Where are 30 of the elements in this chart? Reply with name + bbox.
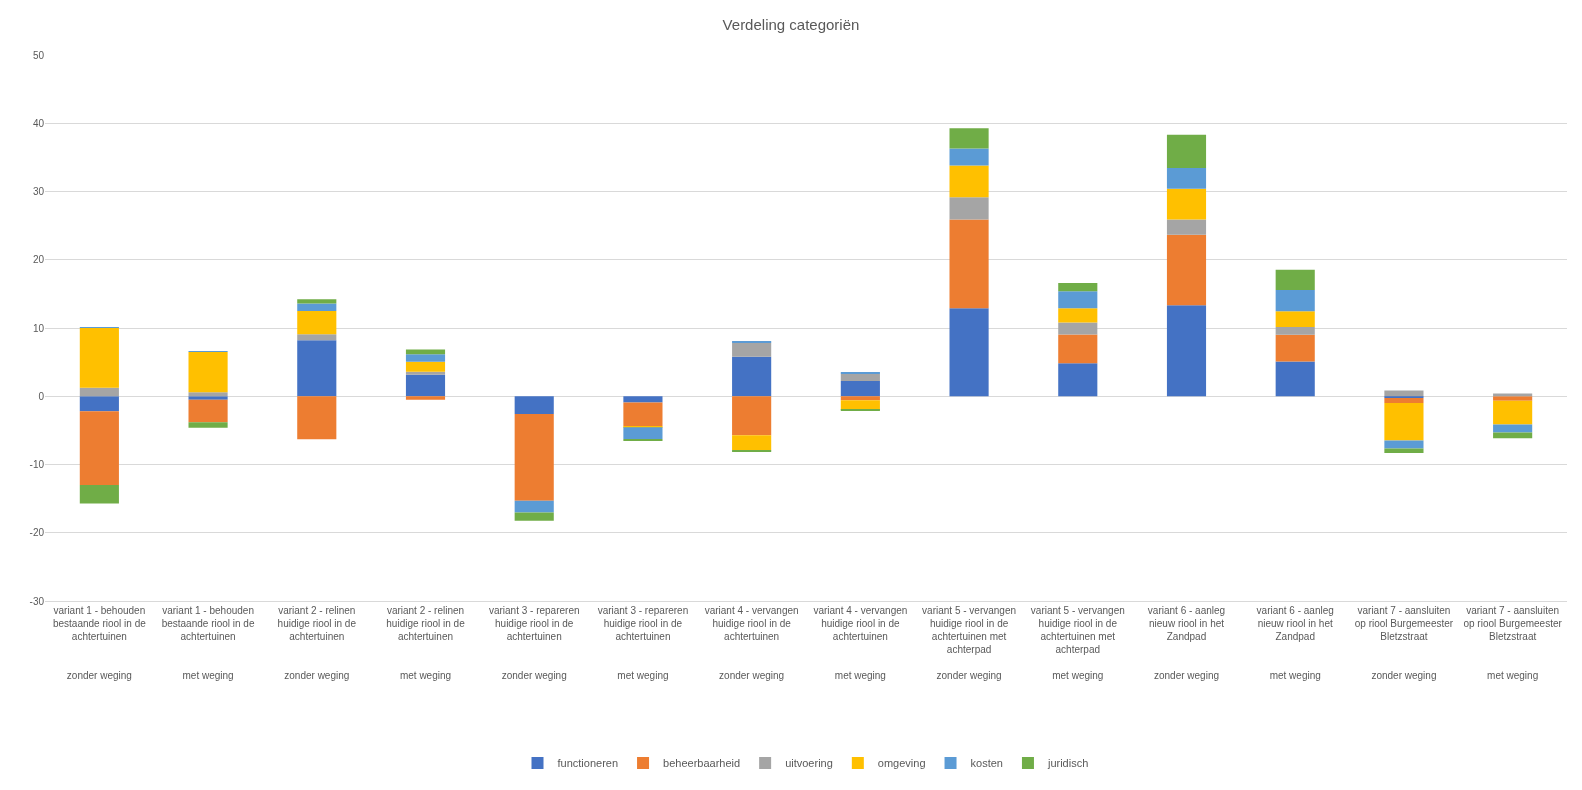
y-tick-label: 0	[38, 390, 45, 402]
category-label: variant 4 - vervangen huidige riool in de achtertuinen met weging	[813, 605, 908, 681]
category-label: variant 5 - vervangen huidige riool in de achtertuinen met achterpad met weging	[1030, 605, 1125, 681]
legend-label: beheerbaarheid	[663, 757, 741, 770]
chart-title: Verdeling categoriën	[722, 16, 860, 34]
legend-label: omgeving	[877, 757, 926, 770]
y-tick-label: 20	[32, 254, 45, 266]
category-label: variant 7 - aansluiten op riool Burgemeester Bletzstraat zonder weging	[1354, 605, 1454, 681]
y-tick-label: -10	[29, 459, 45, 470]
legend-label: uitvoering	[785, 757, 833, 770]
category-label: variant 2 - relinen huidige riool in de achtertuinen zonder weging	[277, 605, 356, 681]
y-tick-label: 10	[32, 322, 45, 334]
y-tick-label: 30	[32, 186, 45, 197]
category-label: variant 1 - behouden bestaande riool in de achtertuinen zonder weging	[52, 605, 146, 681]
category-label: variant 5 - vervangen huidige riool in de achtertuinen met achterpad zonder weging	[922, 605, 1017, 681]
legend-label: juridisch	[1046, 757, 1089, 770]
y-tick-label: -30	[29, 595, 45, 607]
y-tick-label: 40	[32, 117, 45, 129]
category-label: variant 2 - relinen huidige riool in de achtertuinen met weging	[386, 605, 465, 681]
category-label: variant 1 - behouden bestaande riool in de achtertuinen met weging	[161, 605, 255, 681]
category-label: variant 6 - aanleg nieuw riool in het Zandpad zonder weging	[1147, 605, 1226, 681]
category-label: variant 7 - aansluiten op riool Burgemeester Bletzstraat met weging	[1463, 605, 1562, 681]
legend-label: kosten	[970, 757, 1003, 770]
category-label: variant 6 - aanleg nieuw riool in het Zandpad met weging	[1256, 605, 1334, 681]
y-tick-label: 50	[32, 49, 45, 61]
legend-label: functioneren	[557, 757, 619, 770]
category-label: variant 4 - vervangen huidige riool in de achtertuinen zonder weging	[704, 605, 799, 681]
category-label: variant 3 - repareren huidige riool in de achtertuinen met weging	[597, 605, 689, 681]
category-label: variant 3 - repareren huidige riool in de achtertuinen zonder weging	[488, 605, 580, 681]
y-tick-label: -20	[29, 527, 45, 539]
